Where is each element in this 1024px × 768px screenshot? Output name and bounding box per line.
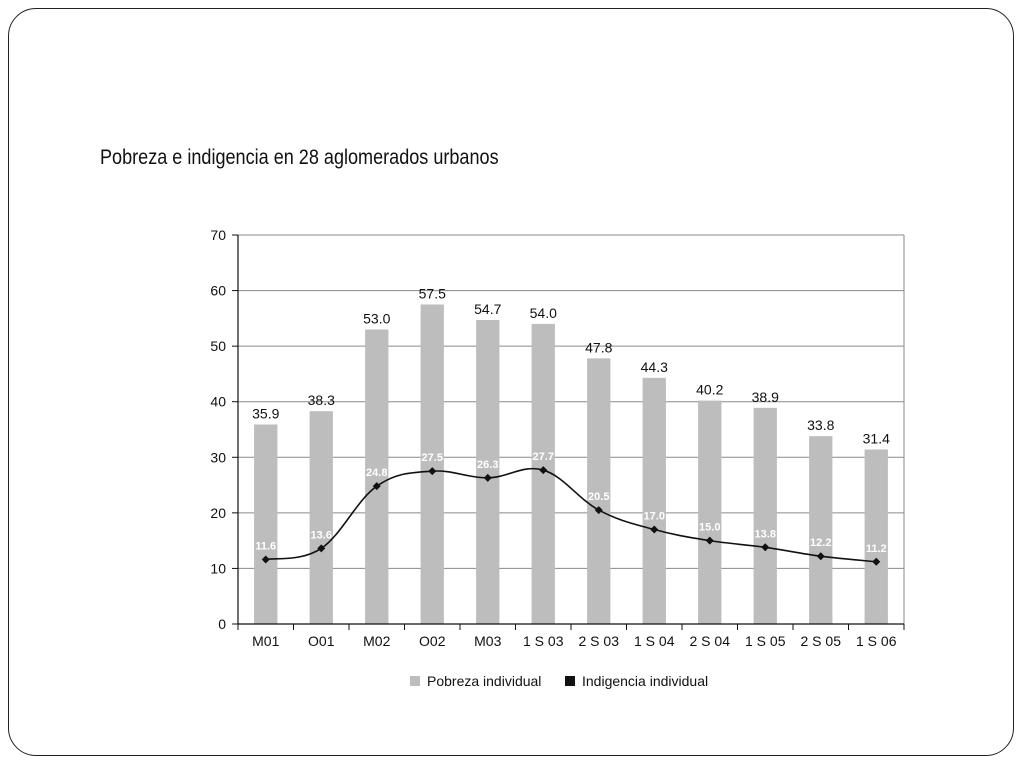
y-tick-label: 30 xyxy=(210,449,226,465)
x-tick-label: 2 S 05 xyxy=(801,633,842,649)
x-tick-label: 1 S 03 xyxy=(523,633,564,649)
x-tick-label: M01 xyxy=(252,633,279,649)
line-point xyxy=(761,543,770,552)
line-point xyxy=(428,467,437,476)
line-value-label: 15.0 xyxy=(699,522,720,534)
line-value-label: 17.0 xyxy=(644,511,665,523)
legend-label: Pobreza individual xyxy=(427,673,541,689)
bar-value-label: 33.8 xyxy=(807,417,834,433)
bar xyxy=(254,424,278,624)
bar-value-label: 31.4 xyxy=(863,431,890,447)
bar xyxy=(698,400,722,624)
x-tick-label: 1 S 06 xyxy=(856,633,897,649)
y-tick-label: 20 xyxy=(210,505,226,521)
line-value-label: 11.2 xyxy=(866,543,887,555)
line-point xyxy=(483,473,492,482)
line-series xyxy=(261,466,881,566)
bar xyxy=(642,377,666,624)
y-tick-label: 50 xyxy=(210,338,226,354)
line-value-label: 27.5 xyxy=(422,452,443,464)
legend-label: Indigencia individual xyxy=(582,673,708,689)
data-labels: 35.9 38.3 53.0 57.5 54.7 54.0 47.8 44.3 40.2 38.9… xyxy=(252,285,890,554)
y-tick-label: 0 xyxy=(218,616,226,632)
bar-value-label: 57.5 xyxy=(419,285,446,301)
bar-value-label: 40.2 xyxy=(696,382,723,398)
bar-value-label: 54.7 xyxy=(474,301,501,317)
legend-swatch xyxy=(410,676,420,686)
bar-value-label: 35.9 xyxy=(252,405,279,421)
bar xyxy=(365,329,389,624)
line-point xyxy=(317,544,326,553)
bar-value-label: 53.0 xyxy=(363,310,390,326)
bar xyxy=(864,449,888,624)
line-value-label: 27.7 xyxy=(533,451,554,463)
line-point xyxy=(372,482,381,491)
line-value-label: 20.5 xyxy=(588,491,609,503)
slide-frame xyxy=(8,8,1014,756)
line-point xyxy=(539,466,548,475)
line-value-label: 11.6 xyxy=(255,541,276,553)
bar xyxy=(753,407,777,624)
bar-value-label: 44.3 xyxy=(641,359,668,375)
line-point xyxy=(650,525,659,534)
line-point xyxy=(594,506,603,515)
bar xyxy=(809,436,833,624)
bar-value-label: 38.9 xyxy=(752,389,779,405)
chart-title: Pobreza e indigencia en 28 aglomerados u… xyxy=(100,146,499,169)
bar xyxy=(309,411,333,624)
x-tick-label: 2 S 04 xyxy=(690,633,731,649)
y-tick-label: 60 xyxy=(210,283,226,299)
line-value-label: 13.6 xyxy=(311,529,332,541)
bar xyxy=(476,320,500,624)
line-value-label: 13.8 xyxy=(755,528,776,540)
axes: 0 10 20 30 40 50 60 70 M01 O01 M02 O02 M03 1 S 03 2 S … xyxy=(210,227,905,649)
x-tick-label: 1 S 04 xyxy=(634,633,675,649)
x-tick-label: M03 xyxy=(474,633,501,649)
x-tick-label: M02 xyxy=(363,633,390,649)
bar xyxy=(420,304,444,624)
y-tick-label: 70 xyxy=(210,227,226,243)
bar-value-label: 47.8 xyxy=(585,339,612,355)
y-tick-label: 10 xyxy=(210,560,226,576)
y-tick-label: 40 xyxy=(210,394,226,410)
line-point xyxy=(872,557,881,566)
line-value-label: 12.2 xyxy=(810,537,831,549)
indigencia-line xyxy=(265,467,877,563)
line-point xyxy=(261,555,270,564)
legend-swatch xyxy=(565,676,575,686)
bar-series xyxy=(254,304,888,624)
x-tick-label: 2 S 03 xyxy=(579,633,620,649)
line-point xyxy=(705,536,714,545)
bar-value-label: 38.3 xyxy=(308,392,335,408)
x-tick-label: O02 xyxy=(419,633,446,649)
line-value-label: 24.8 xyxy=(366,467,387,479)
line-point xyxy=(816,552,825,561)
bar-value-label: 54.0 xyxy=(530,305,557,321)
gridlines xyxy=(238,234,905,624)
x-tick-label: O01 xyxy=(308,633,335,649)
legend: Pobreza individual Indigencia individual xyxy=(410,673,708,689)
bar xyxy=(587,358,611,624)
x-tick-label: 1 S 05 xyxy=(745,633,786,649)
line-value-label: 26.3 xyxy=(477,459,498,471)
